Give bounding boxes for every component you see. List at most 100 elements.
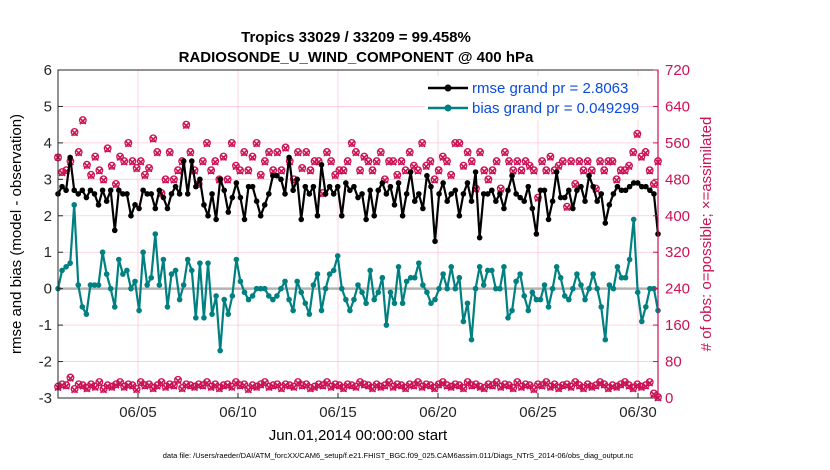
obs-possible-marker [583, 157, 592, 166]
obs-possible-marker [244, 166, 253, 175]
rmse-series [55, 154, 661, 245]
obs-assimilated-marker [310, 383, 319, 392]
obs-possible-marker [343, 157, 352, 166]
bias-point [140, 249, 146, 256]
obs-assimilated-marker [642, 149, 650, 157]
bias-point [128, 285, 134, 292]
obs-possible-marker [70, 128, 79, 136]
rmse-point [318, 161, 325, 168]
rmse-point [103, 198, 110, 204]
obs-assimilated-marker [575, 158, 583, 166]
left-tick-label: 3 [44, 171, 52, 188]
right-tick-label: 400 [665, 208, 690, 225]
bias-point [233, 256, 240, 263]
obs-possible-marker [600, 166, 609, 175]
obs-possible-marker [397, 157, 406, 166]
obs-possible-marker [107, 161, 116, 170]
bias-point [452, 285, 459, 292]
obs-possible-marker [645, 166, 654, 175]
obs-possible-marker [463, 148, 472, 156]
bias-point [371, 296, 378, 303]
rmse-point [59, 183, 65, 190]
obs-assimilated-marker [124, 140, 132, 148]
obs-possible-marker [422, 161, 431, 170]
obs-assimilated-marker [75, 149, 83, 157]
left-tick-label: -3 [39, 390, 52, 407]
rmse-point [274, 172, 280, 179]
bias-point [261, 285, 268, 292]
bias-point [347, 307, 353, 314]
rmse-point [561, 194, 568, 201]
obs-assimilated-marker [559, 158, 567, 166]
bias-point [87, 282, 94, 288]
rmse-point [270, 172, 276, 179]
rmse-point [253, 198, 260, 204]
rmse-point [537, 187, 544, 194]
bias-point [407, 274, 414, 281]
obs-possible-marker [74, 148, 83, 156]
bias-point [545, 304, 552, 310]
bias-point [188, 267, 195, 274]
obs-assimilated-marker [62, 382, 70, 390]
obs-assimilated-marker [104, 382, 112, 390]
rmse-point [209, 191, 215, 197]
right-tick-label: 0 [665, 390, 673, 407]
obs-possible-marker [327, 157, 336, 166]
obs-assimilated-marker [112, 381, 120, 389]
rmse-point [334, 183, 341, 190]
rmse-point [63, 187, 69, 194]
obs-assimilated-marker [339, 167, 348, 175]
legend-box [425, 76, 639, 120]
rmse-point [91, 191, 98, 197]
bias-point [249, 293, 256, 299]
obs-possible-marker [563, 202, 571, 211]
bias-point [493, 285, 499, 292]
rmse-point [541, 187, 548, 194]
obs-possible-marker [558, 157, 567, 166]
obs-assimilated-marker [455, 140, 463, 148]
rmse-point [488, 187, 495, 194]
obs-possible-marker [231, 161, 240, 170]
rmse-point [266, 191, 272, 197]
left-tick-label: -2 [39, 354, 52, 371]
obs-possible-marker [161, 175, 170, 184]
obs-possible-marker [132, 163, 141, 172]
obs-assimilated-marker [563, 381, 571, 389]
obs-assimilated-marker [344, 158, 352, 166]
bias-point [411, 274, 418, 281]
obs-possible-marker [111, 179, 120, 188]
bias-point [367, 267, 373, 274]
bias-point [197, 260, 203, 266]
bias-point [557, 274, 564, 281]
rmse-point [241, 216, 248, 223]
obs-possible-marker [414, 166, 422, 175]
obs-assimilated-marker [149, 135, 157, 143]
obs-assimilated-marker [613, 176, 621, 184]
obs-assimilated-marker [306, 167, 314, 175]
bias-point [359, 289, 365, 296]
obs-possible-marker [83, 160, 91, 169]
obs-assimilated-marker [302, 149, 310, 157]
bias-point [606, 282, 613, 288]
obs-assimilated-marker [633, 131, 641, 139]
obs-assimilated-marker [335, 382, 343, 390]
rmse-point [75, 191, 82, 197]
rmse-point [286, 154, 292, 161]
bias-point [403, 278, 410, 285]
rmse-point [71, 187, 78, 194]
obs-assimilated-marker [493, 158, 501, 166]
bias-point [298, 289, 305, 296]
bias-point [541, 282, 548, 288]
obs-possible-marker [103, 144, 112, 153]
right-tick-label: 720 [665, 62, 690, 79]
obs-possible-marker [281, 143, 290, 152]
bias-point [95, 282, 102, 288]
obs-possible-marker [571, 179, 580, 188]
rmse-point [594, 198, 600, 204]
rmse-point [144, 191, 150, 197]
x-tick-label: 06/05 [119, 404, 157, 421]
obs-assimilated-marker [646, 379, 654, 387]
rmse-point [606, 202, 613, 208]
bias-point [67, 260, 73, 266]
